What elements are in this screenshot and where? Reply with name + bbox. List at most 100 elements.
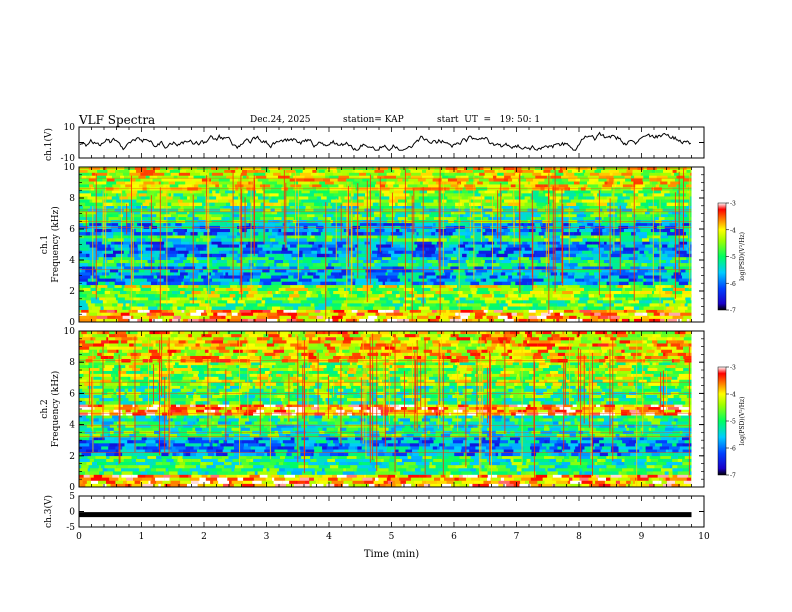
spectrogram-cell (128, 309, 138, 313)
spectrogram-cell (443, 247, 454, 251)
spectrogram-cell (107, 169, 116, 174)
spectrogram-cell (131, 214, 142, 218)
spectrogram-cell (629, 196, 636, 200)
spectrogram-cell (430, 287, 434, 292)
spectrogram-cell (632, 172, 641, 177)
spectrogram-cell (397, 275, 410, 279)
spectrogram-cell (254, 169, 259, 174)
spectrogram-cell (379, 184, 386, 188)
spectrogram-cell (482, 294, 493, 298)
spectrogram-cell (317, 217, 328, 221)
spectrogram-cell (85, 250, 96, 255)
spectrogram-cell (504, 318, 514, 323)
spectrogram-cell (208, 269, 213, 273)
spectrogram-cell (537, 211, 544, 215)
spectrogram-cell (95, 250, 103, 255)
spectrogram-cell (142, 187, 147, 191)
spectrogram-cell (161, 269, 168, 273)
spectrogram-cell (196, 241, 209, 245)
spectrogram-cell (191, 175, 194, 179)
spectrogram-cell (593, 222, 602, 227)
spectrogram-cell (266, 294, 273, 298)
spectrogram-cell (149, 315, 159, 320)
spectrogram-cell (149, 202, 156, 207)
spectrogram-cell (401, 269, 412, 273)
spectrogram-cell (686, 256, 691, 261)
spectrogram-cell (166, 169, 170, 174)
spectrogram-cell (402, 241, 415, 245)
spectrogram-cell (538, 281, 542, 286)
spectrogram-cell (470, 281, 480, 286)
spectrogram-cell (120, 229, 127, 233)
spectrogram-cell (245, 235, 253, 239)
spectrogram-cell (196, 309, 204, 313)
spectrogram-cell (457, 178, 469, 182)
spectrogram-cell (334, 266, 342, 270)
spectrogram-cell (429, 297, 438, 301)
spectrogram-cell (387, 278, 391, 282)
spectrogram-cell (374, 214, 382, 218)
spectrogram-cell (472, 318, 480, 323)
spectrogram-cell (207, 272, 212, 276)
y-axis-label-channel: ch.1 (40, 235, 50, 254)
spectrogram-cell (538, 244, 547, 248)
spectrogram-cell (523, 315, 529, 320)
spectrogram-cell (678, 263, 687, 267)
spectrogram-cell (117, 205, 128, 209)
spectrogram-cell (645, 214, 651, 218)
spectrogram-cell (442, 244, 450, 248)
spectrogram-cell (242, 260, 249, 264)
spectrogram-cell (272, 294, 282, 298)
spectrogram-cell (653, 253, 660, 258)
spectrogram-cell (313, 284, 317, 289)
spectrogram-cell (603, 211, 616, 215)
spectrogram-cell (489, 281, 494, 286)
spectrogram-cell (580, 291, 589, 295)
spectrogram-cell (145, 263, 149, 267)
spectrogram-cell (680, 303, 685, 307)
spectrogram-cell (671, 309, 680, 313)
spectrogram-cell (281, 294, 290, 298)
spectrogram-cell (381, 303, 393, 307)
spectrogram-cell (512, 193, 523, 197)
spectrogram-cell (123, 287, 133, 292)
spectrogram-cell (332, 474, 337, 478)
spectrogram-cell (127, 196, 137, 200)
spectrogram-cell (486, 266, 493, 270)
spectrogram-cell (332, 169, 338, 174)
spectrogram-cell (462, 291, 472, 295)
spectrogram-cell (456, 222, 460, 227)
spectrogram-cell (492, 175, 497, 179)
spectrogram-cell (387, 318, 398, 323)
spectrogram-cell (587, 238, 597, 242)
spectrogram-cell (318, 244, 323, 248)
spectrogram-cell (599, 284, 607, 289)
spectrogram-cell (205, 196, 217, 200)
spectrogram-cell (106, 181, 117, 185)
spectrogram-cell (163, 315, 174, 320)
spectrogram-cell (89, 199, 93, 203)
spectrogram-cell (465, 278, 477, 282)
spectrogram-cell (367, 309, 379, 313)
spectrogram-cell (169, 287, 179, 292)
spectrogram-cell (117, 318, 129, 323)
spectrogram-cell (202, 181, 213, 185)
spectrogram-cell (270, 169, 280, 174)
spectrogram-cell (536, 250, 545, 255)
spectrogram-cell (97, 241, 102, 245)
spectrogram-cell (598, 474, 611, 478)
spectrogram-cell (476, 187, 488, 191)
spectrogram-cell (585, 241, 593, 245)
spectrogram-cell (297, 214, 307, 218)
spectrogram-cell (211, 309, 223, 313)
spectrogram-cell (106, 300, 118, 304)
spectrogram-cell (648, 256, 652, 261)
spectrogram-cell (591, 250, 604, 255)
spectrogram-cell (406, 306, 419, 310)
y-tick-label: 6 (69, 225, 75, 235)
spectrogram-cell (287, 312, 298, 317)
spectrogram-cell (102, 214, 113, 218)
spectrogram-cell (593, 199, 604, 203)
spectrogram-cell (649, 315, 661, 320)
spectrogram-cell (525, 214, 531, 218)
